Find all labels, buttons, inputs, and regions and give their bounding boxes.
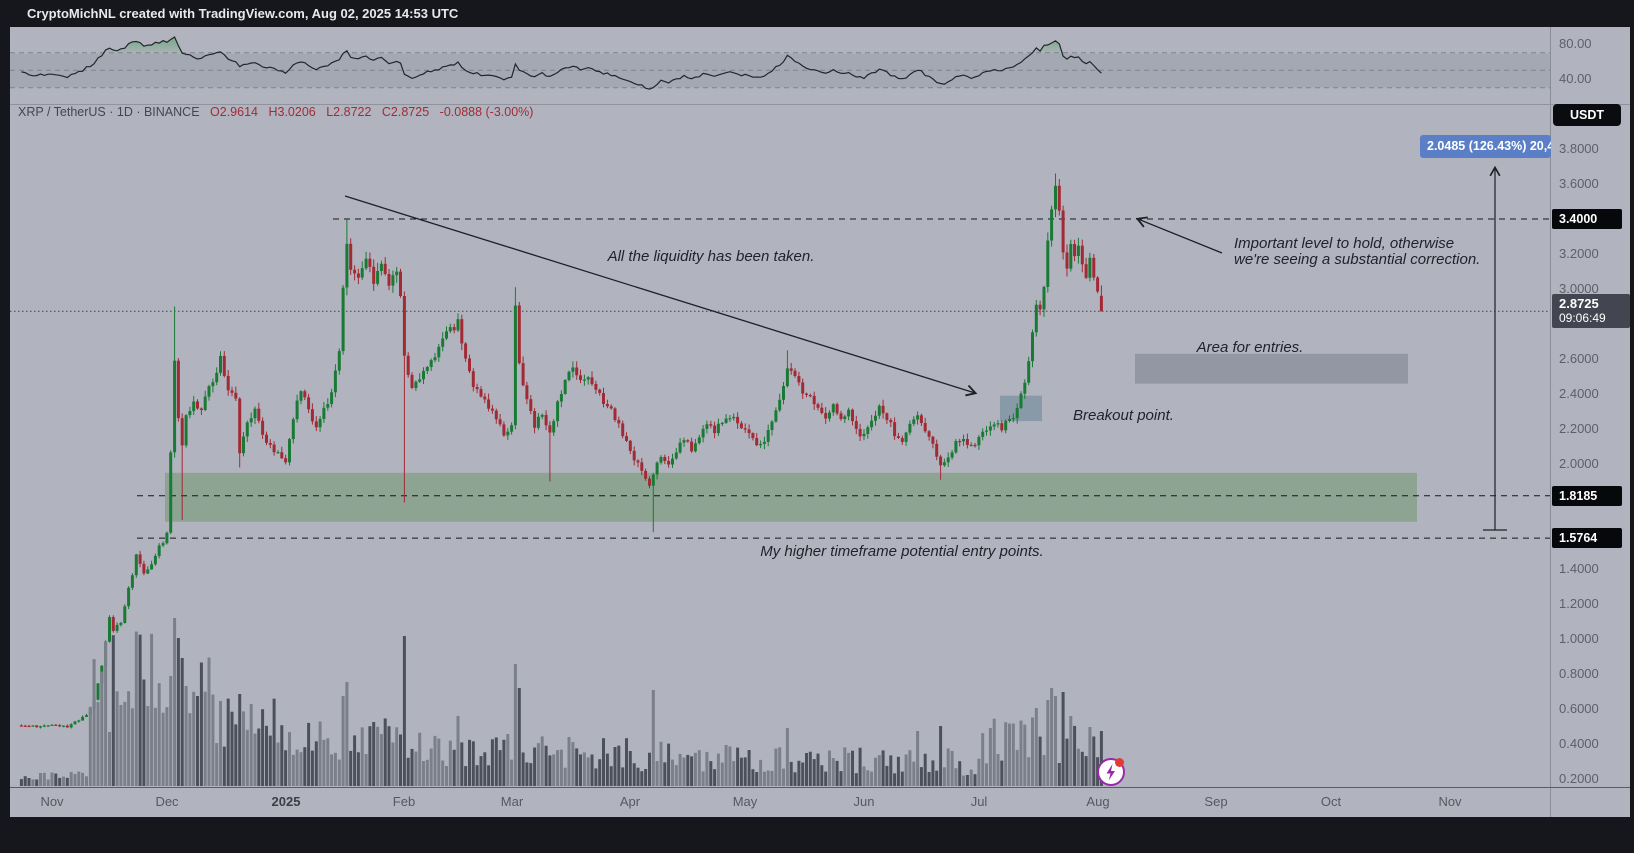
annotation-breakout-point: Breakout point. [1073,407,1174,424]
time-axis-label: Oct [1320,794,1342,809]
watermark-title: CryptoMichNL created with TradingView.co… [27,6,459,21]
header-bar: CryptoMichNL created with TradingView.co… [0,0,1634,27]
price-tick: 0.4000 [1559,736,1599,751]
rsi-tick: 40.00 [1559,71,1592,86]
pane-divider [10,104,1630,105]
price-tick: 1.4000 [1559,561,1599,576]
ohlc-high: H3.0206 [268,105,316,119]
price-tick: 3.0000 [1559,281,1599,296]
price-tick: 0.2000 [1559,771,1599,786]
time-axis-label: Mar [500,794,524,809]
change-value: -0.0888 (-3.00%) [439,105,534,119]
price-tick: 2.0000 [1559,456,1599,471]
flash-feature-icon[interactable] [1097,758,1125,786]
time-axis-label: May [732,794,758,809]
time-axis-label: 2025 [271,794,301,809]
time-axis-label: Nov [1438,794,1462,809]
candle-countdown: 09:06:49 [1559,311,1606,326]
left-frame [0,27,10,817]
right-frame [1630,27,1634,817]
level-price-badge: 1.8185 [1552,485,1622,506]
price-tick: 2.4000 [1559,386,1599,401]
price-tick: 3.8000 [1559,141,1599,156]
annotation-liquidity: All the liquidity has been taken. [607,248,815,265]
ohlc-close: C2.8725 [381,105,430,119]
price-tick: 2.6000 [1559,351,1599,366]
ohlc-open: O2.9614 [210,105,258,119]
time-axis-label: Sep [1204,794,1228,809]
time-axis-label: Feb [392,794,416,809]
annotation-area-for-entries: Area for entries. [1196,339,1304,356]
symbol-legend: XRP / TetherUS · 1D · BINANCE O2.9614 H3… [18,105,540,119]
annotation-important-level: Important level to hold, otherwise we're… [1234,235,1481,268]
currency-badge[interactable]: USDT [1553,104,1621,126]
current-price-badge: 2.8725 09:06:49 [1552,294,1630,329]
time-axis-label: Aug [1086,794,1110,809]
footer-bar: TradingView [0,817,1634,853]
time-axis-label: Nov [40,794,64,809]
annotation-htf-entry-points: My higher timeframe potential entry poin… [760,543,1044,560]
rsi-tick: 80.00 [1559,36,1592,51]
ohlc-low: L2.8722 [326,105,372,119]
price-tick: 0.8000 [1559,666,1599,681]
price-scale-divider [1550,27,1551,817]
current-price-value: 2.8725 [1559,296,1599,312]
level-price-badge: 3.4000 [1552,209,1622,229]
time-axis-divider [10,787,1630,788]
time-axis-label: Apr [619,794,641,809]
price-tick: 3.6000 [1559,176,1599,191]
price-tick: 3.2000 [1559,246,1599,261]
price-tick: 1.2000 [1559,596,1599,611]
notification-dot [1115,758,1124,767]
symbol-title: XRP / TetherUS · 1D · BINANCE [18,105,200,119]
level-price-badge: 1.5764 [1552,528,1622,549]
time-axis-label: Dec [155,794,179,809]
measure-tool-label: 2.0485 (126.43%) 20,48 [1420,135,1551,158]
price-tick: 1.0000 [1559,631,1599,646]
time-axis-label: Jun [853,794,875,809]
lightning-bolt-icon [1106,764,1115,781]
price-tick: 0.6000 [1559,701,1599,716]
time-axis-label: Jul [970,794,988,809]
price-tick: 2.2000 [1559,421,1599,436]
